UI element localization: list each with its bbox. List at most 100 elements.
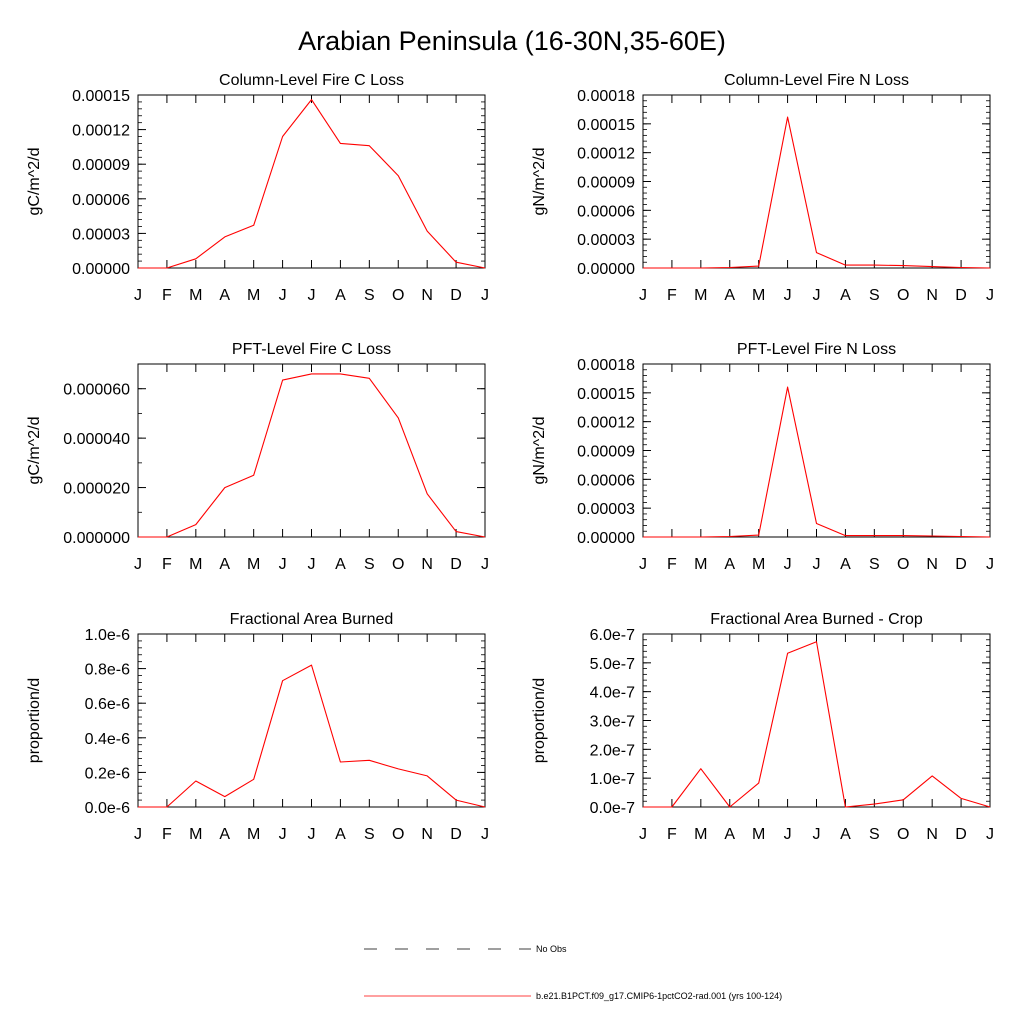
x-tick-label: O xyxy=(897,556,909,573)
plot-frame xyxy=(137,94,486,269)
x-tick-label: O xyxy=(392,556,404,573)
x-tick-label: J xyxy=(813,556,821,573)
x-tick-label: D xyxy=(450,826,462,843)
x-tick-label: A xyxy=(335,556,346,573)
x-tick-label: S xyxy=(364,287,375,304)
x-tick-label: M xyxy=(247,826,260,843)
x-tick-label: J xyxy=(279,287,287,304)
x-tick-label: A xyxy=(840,826,851,843)
x-tick-label: J xyxy=(481,287,489,304)
x-tick-label: M xyxy=(189,287,202,304)
x-tick-label: A xyxy=(219,287,230,304)
x-tick-label: J xyxy=(308,826,316,843)
series-line xyxy=(138,664,486,808)
y-tick-label: 0.00015 xyxy=(577,117,635,134)
x-tick-label: M xyxy=(752,826,765,843)
y-tick-label: 0.000020 xyxy=(63,481,130,498)
x-tick-label: A xyxy=(724,826,735,843)
x-tick-label: O xyxy=(897,287,909,304)
x-tick-label: M xyxy=(247,287,260,304)
x-tick-label: F xyxy=(667,826,677,843)
x-tick-label: N xyxy=(421,556,433,573)
y-tick-label: 2.0e-7 xyxy=(590,742,635,759)
series-line xyxy=(138,99,486,269)
series-line xyxy=(138,373,486,538)
x-tick-label: J xyxy=(308,556,316,573)
x-tick-label: N xyxy=(926,287,938,304)
chart-title: PFT-Level Fire N Loss xyxy=(737,341,896,358)
x-tick-label: J xyxy=(639,287,647,304)
y-tick-label: 0.00000 xyxy=(577,261,635,278)
y-tick-label: 6.0e-7 xyxy=(590,627,635,644)
x-tick-label: N xyxy=(421,287,433,304)
y-axis-label: proportion/d xyxy=(531,678,548,763)
legend: No Obs b.e21.B1PCT.f09_g17.CMIP6-1pctCO2… xyxy=(364,944,782,1001)
y-tick-label: 0.000000 xyxy=(63,530,130,547)
y-tick-label: 4.0e-7 xyxy=(590,685,635,702)
y-tick-label: 5.0e-7 xyxy=(590,656,635,673)
y-axis-label: gN/m^2/d xyxy=(531,148,548,216)
x-tick-label: M xyxy=(752,556,765,573)
x-tick-label: S xyxy=(869,287,880,304)
x-tick-label: J xyxy=(813,287,821,304)
y-tick-label: 0.00003 xyxy=(577,501,635,518)
y-axis-label: proportion/d xyxy=(26,678,43,763)
x-tick-label: J xyxy=(279,556,287,573)
x-tick-label: J xyxy=(986,287,994,304)
y-tick-label: 0.00012 xyxy=(72,123,130,140)
y-axis-label: gC/m^2/d xyxy=(26,148,43,216)
x-tick-label: S xyxy=(364,826,375,843)
x-tick-label: F xyxy=(162,826,172,843)
x-tick-label: D xyxy=(955,287,967,304)
y-tick-label: 0.00003 xyxy=(72,226,130,243)
chart-title: Column-Level Fire C Loss xyxy=(219,72,404,89)
y-tick-label: 0.4e-6 xyxy=(85,731,130,748)
x-tick-label: A xyxy=(724,287,735,304)
y-tick-label: 0.00018 xyxy=(577,88,635,105)
chart-title: Fractional Area Burned xyxy=(230,611,394,628)
x-tick-label: A xyxy=(335,826,346,843)
legend-model-label: b.e21.B1PCT.f09_g17.CMIP6-1pctCO2-rad.00… xyxy=(536,991,782,1001)
chart-title: PFT-Level Fire C Loss xyxy=(232,341,391,358)
y-tick-label: 0.00000 xyxy=(577,530,635,547)
series-line xyxy=(643,641,991,808)
x-tick-label: O xyxy=(392,826,404,843)
y-tick-label: 0.000040 xyxy=(63,431,130,448)
x-tick-label: J xyxy=(481,556,489,573)
y-tick-label: 0.00009 xyxy=(577,444,635,461)
y-tick-label: 0.00009 xyxy=(577,175,635,192)
y-tick-label: 0.2e-6 xyxy=(85,765,130,782)
x-tick-label: F xyxy=(667,556,677,573)
y-tick-label: 0.00018 xyxy=(577,357,635,374)
y-tick-label: 0.0e-7 xyxy=(590,800,635,817)
chart-title: Column-Level Fire N Loss xyxy=(724,72,909,89)
x-tick-label: J xyxy=(784,556,792,573)
x-tick-label: J xyxy=(813,826,821,843)
x-tick-label: F xyxy=(162,556,172,573)
x-tick-label: J xyxy=(279,826,287,843)
x-tick-label: M xyxy=(752,287,765,304)
series-line xyxy=(643,386,991,538)
x-tick-label: M xyxy=(694,826,707,843)
x-tick-label: D xyxy=(955,556,967,573)
x-tick-label: N xyxy=(421,826,433,843)
y-tick-label: 0.00012 xyxy=(577,146,635,163)
y-tick-label: 0.00015 xyxy=(72,88,130,105)
y-tick-label: 0.00009 xyxy=(72,157,130,174)
y-tick-label: 3.0e-7 xyxy=(590,714,635,731)
y-tick-label: 0.00012 xyxy=(577,415,635,432)
y-tick-label: 0.00006 xyxy=(577,203,635,220)
plot-frame xyxy=(642,363,991,538)
y-tick-label: 1.0e-6 xyxy=(85,627,130,644)
x-tick-label: A xyxy=(840,556,851,573)
y-tick-label: 0.000060 xyxy=(63,382,130,399)
x-tick-label: N xyxy=(926,556,938,573)
y-tick-label: 0.00003 xyxy=(577,232,635,249)
x-tick-label: A xyxy=(840,287,851,304)
x-tick-label: J xyxy=(481,826,489,843)
y-tick-label: 0.00006 xyxy=(577,472,635,489)
